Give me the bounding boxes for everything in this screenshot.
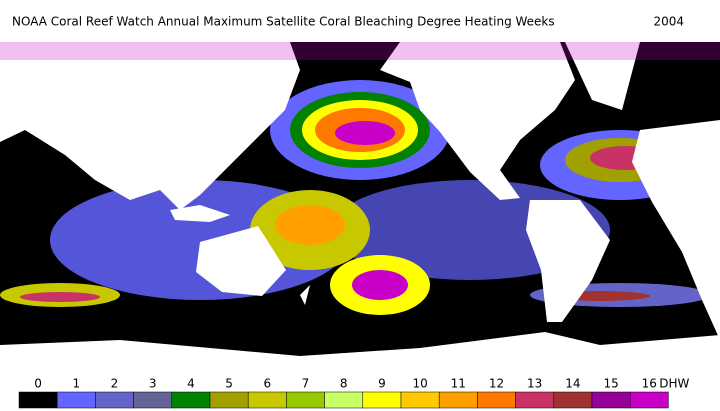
- legend-swatch: [477, 391, 516, 409]
- legend-label: 7: [302, 377, 310, 391]
- legend-swatch: [324, 391, 364, 409]
- legend-swatch: [95, 391, 134, 409]
- legend-swatch: [553, 391, 593, 409]
- legend-swatch: [133, 391, 173, 409]
- legend-label: 9: [378, 377, 386, 391]
- legend-label: 3: [149, 377, 157, 391]
- map: [0, 42, 720, 368]
- legend-swatch: [591, 391, 631, 409]
- legend-label: 12: [489, 377, 504, 391]
- legend-swatch: [247, 391, 287, 409]
- legend-swatch: [629, 391, 669, 409]
- map-year: 2004: [653, 15, 684, 29]
- legend-swatch: [171, 391, 211, 409]
- legend-swatch: [438, 391, 478, 409]
- legend-label: 1: [72, 377, 80, 391]
- legend-label: 13: [527, 377, 542, 391]
- legend-label: 8: [340, 377, 348, 391]
- legend-unit: DHW: [659, 377, 689, 391]
- legend-label: 5: [225, 377, 233, 391]
- arctic-band: [0, 42, 720, 60]
- legend-label: 2: [111, 377, 119, 391]
- legend-swatch: [400, 391, 440, 409]
- legend-label: 10: [412, 377, 427, 391]
- legend-swatch: [18, 391, 58, 409]
- legend-label: 4: [187, 377, 195, 391]
- legend-label: 15: [603, 377, 618, 391]
- color-legend: 0 1 2 3 4 5 6 7 8 9 10 11 12 13 14 15 16 DHW: [18, 377, 690, 409]
- legend-label: 11: [451, 377, 466, 391]
- legend-swatch: [209, 391, 249, 409]
- legend-swatch: [56, 391, 96, 409]
- legend-label: 14: [565, 377, 580, 391]
- legend-label: 6: [263, 377, 271, 391]
- land: [0, 42, 720, 368]
- legend-label: 16: [642, 377, 657, 391]
- legend-swatch: [362, 391, 402, 409]
- legend-swatch: [515, 391, 555, 409]
- map-title: NOAA Coral Reef Watch Annual Maximum Sat…: [12, 15, 555, 29]
- legend-swatch: [286, 391, 325, 409]
- legend-label: 0: [34, 377, 42, 391]
